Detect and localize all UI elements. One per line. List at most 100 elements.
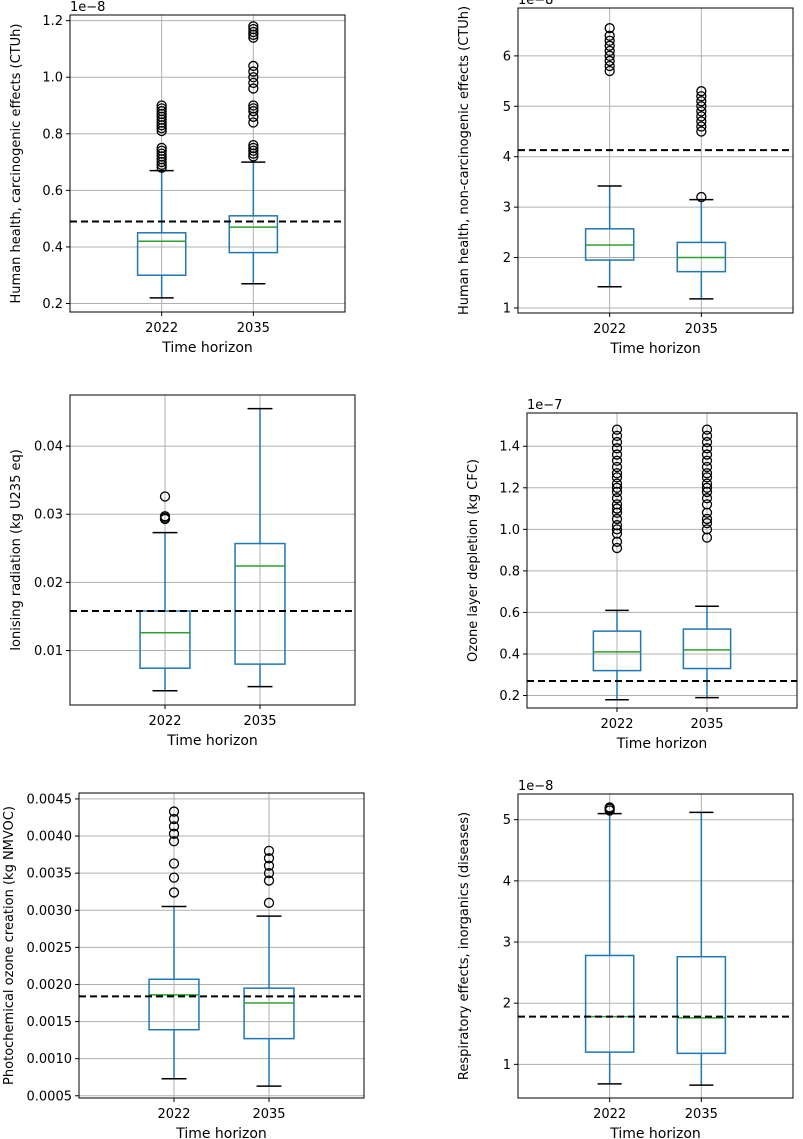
outlier-point: [156, 142, 167, 154]
outlier-point: [248, 145, 259, 156]
x-tick-label: 2022: [148, 714, 181, 729]
y-axis-label: Ionising radiation (kg U235 eq): [9, 449, 24, 651]
outlier-point: [611, 461, 623, 473]
axes-frame: [69, 14, 346, 313]
box-2035: [243, 845, 295, 1087]
axes-frame: [517, 7, 794, 314]
outlier-point: [696, 101, 707, 112]
outlier-point: [701, 493, 713, 504]
outlier-point: [696, 121, 707, 132]
y-tick-label: 2: [503, 997, 511, 1012]
outlier-point: [611, 524, 623, 535]
outlier-point: [156, 100, 167, 111]
y-tick-label: 0.02: [34, 576, 63, 591]
outlier-point: [696, 126, 707, 137]
outlier-point: [248, 72, 259, 83]
outlier-point: [696, 106, 707, 117]
y-tick-label: 0.8: [42, 127, 63, 142]
outlier-point: [701, 517, 713, 529]
outlier-point: [701, 424, 713, 435]
outlier-point: [611, 513, 623, 525]
outlier-point: [604, 23, 615, 34]
x-tick-label: 2035: [243, 714, 276, 729]
y-tick-label: 0.0015: [27, 1015, 73, 1030]
y-tick-label: 1.2: [499, 481, 520, 496]
iqr-box: [234, 542, 286, 665]
outlier-point: [611, 424, 623, 435]
axis-offset-text: 1e−7: [527, 398, 562, 413]
axis-offset-text: 1e−8: [518, 0, 553, 8]
outlier-point: [696, 86, 707, 97]
chart-panel-6: 1 2 3 4 5 2022 2035 Time horizon Respiratory eff…: [457, 779, 794, 1139]
outlier-point: [159, 491, 171, 502]
outlier-point: [701, 513, 713, 525]
x-tick-label: 2022: [600, 717, 633, 732]
box-2035: [676, 86, 727, 300]
y-tick-label: 4: [503, 874, 511, 889]
outlier-point: [701, 461, 713, 473]
outlier-point: [696, 111, 707, 122]
outlier-point: [248, 66, 259, 77]
outlier-point: [701, 443, 713, 454]
y-axis-label: Human health, non-carcinogenic effects (…: [457, 6, 472, 315]
outlier-point: [156, 145, 167, 156]
y-tick-label: 1.2: [42, 14, 63, 29]
axes-frame: [69, 394, 356, 706]
outlier-point: [248, 139, 259, 151]
outlier-point: [248, 21, 259, 32]
outlier-point: [168, 836, 180, 847]
outlier-point: [611, 455, 623, 466]
box-2022: [584, 23, 635, 288]
iqr-box: [584, 954, 635, 1053]
x-axis-label: Time horizon: [609, 1126, 701, 1139]
y-tick-label: 1: [503, 301, 511, 316]
outlier-point: [168, 872, 180, 883]
iqr-box: [682, 628, 732, 670]
y-tick-label: 5: [503, 100, 511, 115]
outlier-point: [611, 520, 623, 531]
outlier-point: [248, 103, 259, 114]
box-2022: [584, 802, 635, 1085]
outlier-point: [156, 106, 167, 117]
outlier-point: [611, 436, 623, 448]
y-tick-label: 0.0005: [27, 1089, 73, 1104]
y-tick-label: 3: [503, 936, 511, 951]
box-2035: [234, 407, 286, 688]
outlier-point: [701, 436, 713, 448]
x-tick-label: 2035: [237, 321, 270, 336]
outlier-point: [604, 30, 615, 41]
outlier-point: [604, 802, 615, 813]
outlier-point: [696, 91, 707, 102]
outlier-point: [611, 449, 623, 460]
outlier-point: [604, 65, 615, 77]
outlier-point: [263, 853, 275, 864]
outlier-point: [263, 845, 275, 857]
axes-frame: [78, 792, 365, 1099]
chart-panel-1: 0.2 0.4 0.6 0.8 1.0 1.2 2022 2035 Time horizon Hu…: [9, 0, 346, 356]
outlier-point: [696, 96, 707, 107]
axis-offset-text: 1e−8: [518, 779, 553, 794]
outlier-point: [248, 83, 259, 94]
x-tick-label: 2035: [685, 1107, 718, 1122]
y-tick-label: 0.0025: [27, 941, 73, 956]
outlier-point: [248, 142, 259, 154]
outlier-point: [604, 60, 615, 72]
box-2022: [136, 100, 187, 299]
chart-panel-4: 0.2 0.4 0.6 0.8 1.0 1.2 1.4 2022 2035 Time horizo…: [466, 398, 798, 752]
outlier-point: [701, 524, 713, 535]
outlier-point: [168, 828, 180, 839]
outlier-point: [701, 472, 713, 483]
outlier-point: [611, 536, 623, 547]
outlier-point: [701, 532, 713, 543]
x-tick-label: 2022: [145, 321, 178, 336]
outlier-point: [611, 503, 623, 514]
y-axis-label: Human health, carcinogenic effects (CTUh…: [9, 24, 24, 304]
outlier-point: [248, 77, 259, 89]
outlier-point: [168, 806, 180, 817]
outlier-point: [263, 897, 275, 908]
outlier-point: [611, 478, 623, 489]
chart-panel-2: 1 2 3 4 5 6 2022 2035 Time horizon Human health, …: [457, 0, 794, 357]
x-tick-label: 2035: [685, 322, 718, 337]
